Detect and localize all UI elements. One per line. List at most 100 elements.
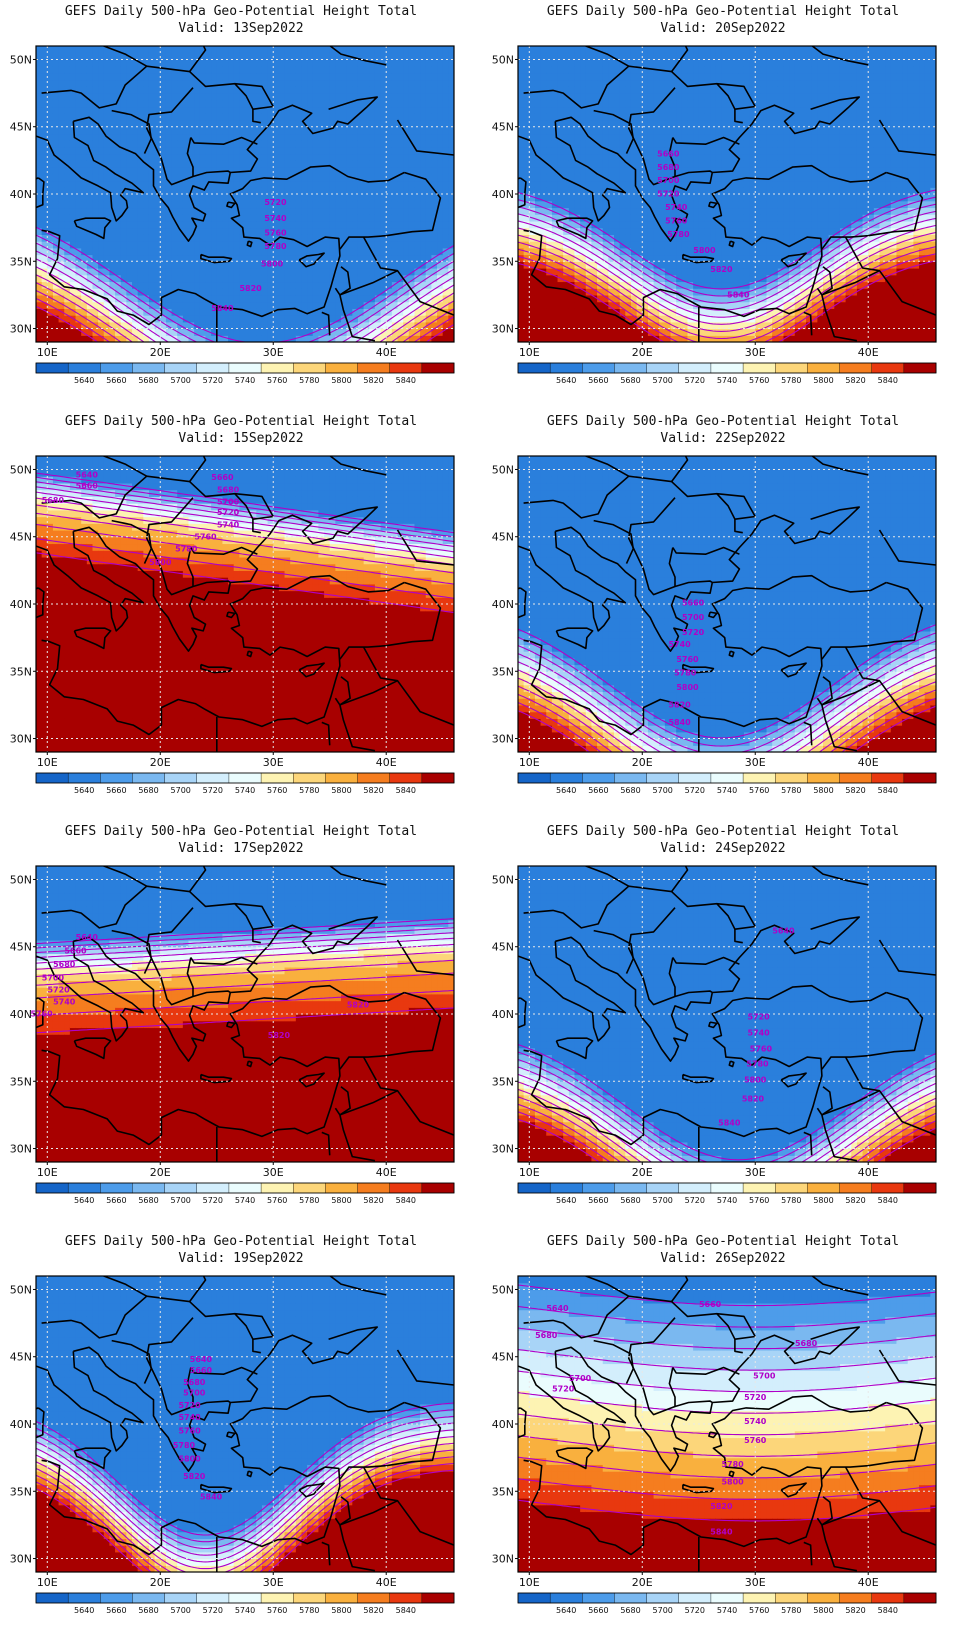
lon-tick-label: 20E bbox=[632, 1166, 653, 1179]
colorbar-swatch bbox=[582, 1592, 615, 1604]
contour-label: 5780 bbox=[746, 1060, 769, 1069]
contour-label: 5740 bbox=[747, 1029, 770, 1038]
colorbar-swatch bbox=[517, 362, 551, 374]
grid-lines bbox=[36, 46, 454, 342]
contour-line bbox=[36, 472, 454, 534]
colorbar-swatch bbox=[710, 1182, 744, 1194]
lat-tick-label: 50N bbox=[10, 1283, 32, 1296]
coastlines bbox=[518, 46, 936, 342]
colorbar-swatch bbox=[260, 362, 294, 374]
colorbar-swatch bbox=[742, 1592, 776, 1604]
panel-valid-date: Valid: 22Sep2022 bbox=[482, 431, 964, 447]
contour-label: 5780 bbox=[667, 230, 690, 239]
map-panel: GEFS Daily 500-hPa Geo-Potential Height … bbox=[482, 820, 964, 1230]
lon-tick-label: 20E bbox=[150, 1576, 171, 1589]
contour-line bbox=[518, 253, 936, 342]
lat-tick-label: 40N bbox=[492, 598, 514, 611]
colorbar-label: 5740 bbox=[235, 786, 255, 795]
contour-line bbox=[518, 239, 936, 340]
colorbar-swatch bbox=[35, 362, 69, 374]
contour-label: 5780 bbox=[175, 545, 198, 554]
contour-line bbox=[518, 1043, 936, 1161]
lat-tick-label: 45N bbox=[10, 121, 32, 134]
colorbar-swatch bbox=[35, 772, 69, 784]
contour-line bbox=[518, 189, 936, 290]
contour-line bbox=[518, 624, 936, 739]
colorbar-swatch bbox=[742, 362, 776, 374]
lon-tick-label: 30E bbox=[263, 1166, 284, 1179]
colorbar-swatch bbox=[325, 772, 359, 784]
contour-line bbox=[518, 689, 936, 752]
contour-line bbox=[36, 943, 454, 970]
colorbar-label: 5840 bbox=[878, 1196, 898, 1205]
contour-label: 5840 bbox=[710, 1527, 733, 1536]
lat-tick-label: 40N bbox=[10, 1008, 32, 1021]
lon-tick-label: 30E bbox=[745, 756, 766, 769]
contour-line bbox=[518, 1088, 936, 1162]
contour-lines bbox=[518, 624, 936, 752]
contour-line bbox=[518, 1284, 936, 1307]
lon-tick-label: 10E bbox=[519, 346, 540, 359]
contour-label: 5760 bbox=[676, 655, 699, 664]
lon-tick-label: 40E bbox=[858, 346, 879, 359]
contour-line bbox=[36, 497, 454, 559]
colorbar-label: 5800 bbox=[813, 786, 833, 795]
contour-line bbox=[36, 989, 454, 1016]
colorbar-swatch bbox=[839, 772, 873, 784]
contour-line bbox=[36, 481, 454, 543]
contour-label: 5720 bbox=[682, 628, 705, 637]
colorbar-swatch bbox=[678, 772, 712, 784]
grid-lines bbox=[36, 456, 454, 752]
colorbar-label: 5840 bbox=[396, 1606, 416, 1615]
lon-tick-label: 10E bbox=[37, 1166, 58, 1179]
colorbar-label: 5780 bbox=[299, 786, 319, 795]
colorbar-label: 5640 bbox=[74, 376, 94, 385]
coastlines bbox=[36, 46, 454, 342]
colorbar-label: 5700 bbox=[653, 1196, 673, 1205]
coastlines bbox=[518, 866, 936, 1162]
map-panel: GEFS Daily 500-hPa Geo-Potential Height … bbox=[482, 410, 964, 820]
colorbar-swatch bbox=[775, 1592, 808, 1604]
contour-line bbox=[518, 664, 936, 752]
lat-tick-label: 30N bbox=[10, 1143, 32, 1156]
lat-tick-label: 45N bbox=[492, 1351, 514, 1364]
contour-line bbox=[36, 1449, 454, 1572]
contour-label: 5660 bbox=[211, 473, 234, 482]
colorbar-label: 5720 bbox=[203, 786, 223, 795]
contour-line bbox=[518, 1118, 936, 1162]
colorbar-label: 5760 bbox=[749, 1606, 769, 1615]
map-panel: GEFS Daily 500-hPa Geo-Potential Height … bbox=[0, 1230, 482, 1640]
contour-line bbox=[36, 932, 454, 959]
colorbar-swatch bbox=[67, 362, 101, 374]
contour-line bbox=[36, 290, 454, 342]
contour-line bbox=[518, 1413, 936, 1436]
contour-line bbox=[518, 1478, 936, 1500]
contour-label: 5660 bbox=[699, 1300, 722, 1309]
panel-valid-date: Valid: 19Sep2022 bbox=[0, 1251, 482, 1267]
colorbar-label: 5660 bbox=[106, 1606, 126, 1615]
colorbar-swatch bbox=[67, 1592, 101, 1604]
height-fill bbox=[518, 456, 936, 752]
contour-line bbox=[36, 1007, 454, 1034]
height-map: 5660 5700 5720 5740 5760 5780 5800 5820 5840 30N 3… bbox=[492, 455, 937, 795]
contour-label: 5840 bbox=[668, 718, 691, 727]
lat-tick-label: 45N bbox=[492, 121, 514, 134]
contour-label: 5800 bbox=[149, 558, 172, 567]
colorbar-swatch bbox=[100, 772, 133, 784]
colorbar-swatch bbox=[614, 772, 648, 784]
colorbar-label: 5740 bbox=[717, 786, 737, 795]
lon-tick-label: 30E bbox=[263, 346, 284, 359]
contour-label: 5840 bbox=[211, 304, 234, 313]
colorbar-swatch bbox=[293, 1592, 326, 1604]
colorbar-label: 5840 bbox=[878, 1606, 898, 1615]
contour-line bbox=[518, 1066, 936, 1162]
colorbar-swatch bbox=[614, 1592, 648, 1604]
contour-label: 5680 bbox=[42, 496, 65, 505]
colorbar-swatch bbox=[775, 362, 808, 374]
colorbar-label: 5760 bbox=[267, 376, 287, 385]
colorbar-swatch bbox=[357, 362, 391, 374]
contour-line bbox=[36, 951, 454, 978]
colorbar-swatch bbox=[421, 1182, 455, 1194]
colorbar-label: 5840 bbox=[396, 786, 416, 795]
colorbar-swatch bbox=[389, 1592, 423, 1604]
